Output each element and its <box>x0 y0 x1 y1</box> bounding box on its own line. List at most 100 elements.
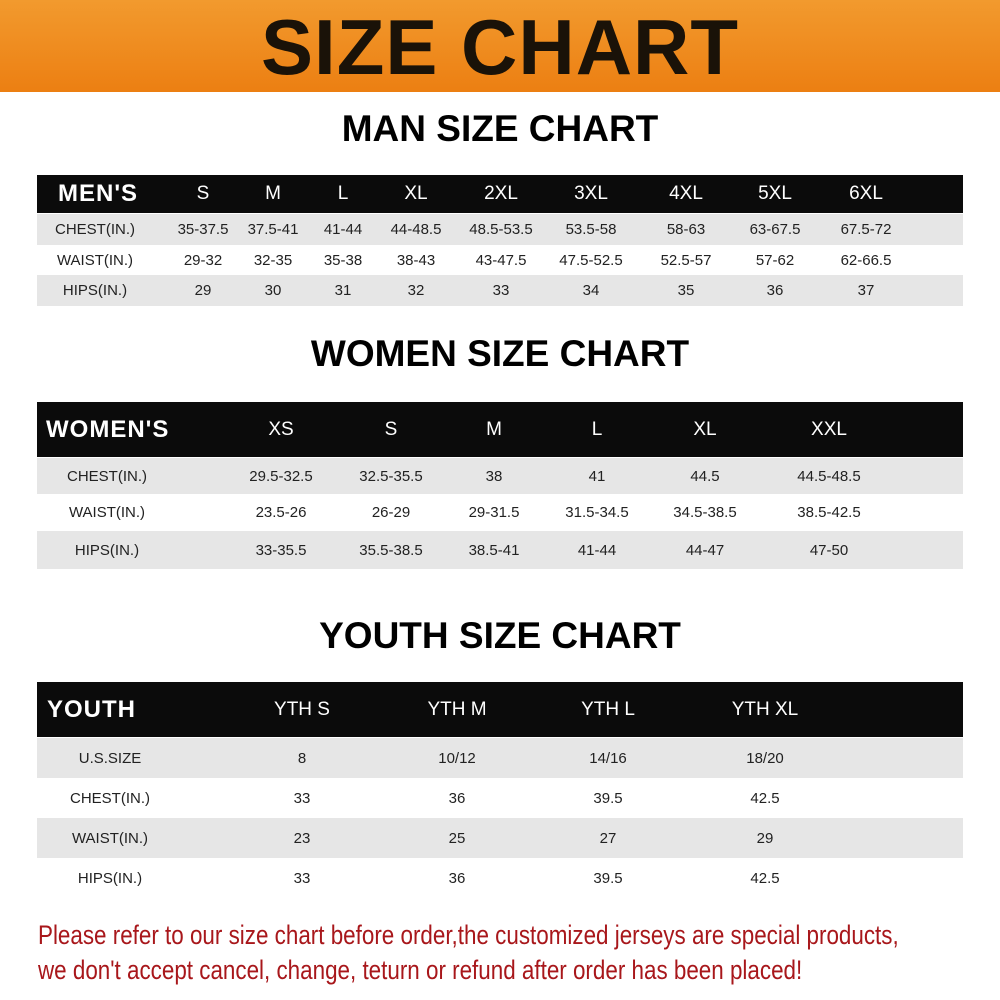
size-header-cell: XL <box>693 418 717 440</box>
row-label: WAIST(IN.) <box>68 504 146 521</box>
banner-title: SIZE CHART <box>261 3 739 91</box>
measurement-cell: 57-62 <box>755 251 795 269</box>
measurement-cell: 29-31.5 <box>468 504 520 521</box>
measurement-cell: 34 <box>582 282 600 299</box>
size-header-cell: YTH S <box>274 698 330 720</box>
measurement-cell: 37 <box>857 282 875 299</box>
measurement-cell: 52.5-57 <box>660 251 712 269</box>
measurement-cell: 33 <box>293 789 311 807</box>
measurement-cell: 36 <box>448 789 466 807</box>
table-row: CHEST(IN.) 33 36 39.5 42.5 <box>37 778 963 818</box>
measurement-cell: 42.5 <box>750 789 780 807</box>
measurement-cell: 14/16 <box>589 749 627 767</box>
measurement-cell: 8 <box>297 749 307 767</box>
size-header-cell: XXL <box>811 418 847 440</box>
table-row: HIPS(IN.) 33 36 39.5 42.5 <box>37 858 963 898</box>
measurement-cell: 38.5-42.5 <box>797 504 861 521</box>
measurement-cell: 29 <box>194 282 212 299</box>
measurement-cell: 62-66.5 <box>840 251 892 269</box>
women-section-title: WOMEN SIZE CHART <box>310 333 690 374</box>
measurement-cell: 38-43 <box>396 251 436 269</box>
row-label: CHEST(IN.) <box>67 467 147 485</box>
table-header-row: WOMEN'S XS S M L XL XXL <box>37 402 963 457</box>
measurement-cell: 53.5-58 <box>565 221 617 238</box>
measurement-cell: 29-32 <box>183 251 223 269</box>
measurement-cell: 42.5 <box>750 869 780 887</box>
notice-line-1: Please refer to our size chart before or… <box>38 920 899 950</box>
size-header-cell: S <box>196 183 210 204</box>
table-header-row: MEN'S S M L XL 2XL 3XL 4XL 5XL 6XL <box>37 175 963 213</box>
row-label: HIPS(IN.) <box>77 869 143 887</box>
measurement-cell: 29.5-32.5 <box>249 467 313 485</box>
size-header-cell: XL <box>404 183 428 204</box>
measurement-cell: 38 <box>485 467 503 485</box>
row-label: WAIST(IN.) <box>71 829 149 847</box>
table-row: HIPS(IN.) 29 30 31 32 33 34 35 36 37 <box>37 275 963 306</box>
table-row: WAIST(IN.) 23 25 27 29 <box>37 818 963 858</box>
measurement-cell: 25 <box>448 829 466 847</box>
measurement-cell: 27 <box>599 829 617 847</box>
measurement-cell: 39.5 <box>593 789 623 807</box>
measurement-cell: 38.5-41 <box>468 541 520 559</box>
row-label: WAIST(IN.) <box>56 251 134 269</box>
measurement-cell: 36 <box>766 282 784 299</box>
table-row: WAIST(IN.) 29-32 32-35 35-38 38-43 43-47.5 47.… <box>37 245 963 275</box>
table-row: CHEST(IN.) 35-37.5 37.5-41 41-44 44-48.5 48.5… <box>37 214 963 245</box>
table-title-cell: WOMEN'S <box>46 415 170 443</box>
men-section-title: MAN SIZE CHART <box>341 108 659 149</box>
measurement-cell: 18/20 <box>746 749 784 767</box>
size-header-cell: M <box>265 183 281 204</box>
row-label: CHEST(IN.) <box>55 221 135 238</box>
size-header-cell: YTH L <box>581 698 635 720</box>
row-label: HIPS(IN.) <box>74 541 140 559</box>
measurement-cell: 67.5-72 <box>840 221 892 238</box>
size-header-cell: M <box>486 418 502 440</box>
measurement-cell: 44-47 <box>685 541 725 559</box>
measurement-cell: 43-47.5 <box>475 251 527 269</box>
size-header-cell: L <box>591 418 603 440</box>
row-label: U.S.SIZE <box>78 749 142 767</box>
measurement-cell: 44-48.5 <box>390 221 442 238</box>
row-label: CHEST(IN.) <box>70 789 150 807</box>
measurement-cell: 29 <box>756 829 774 847</box>
measurement-cell: 32 <box>407 282 425 299</box>
measurement-cell: 30 <box>264 282 282 299</box>
measurement-cell: 23.5-26 <box>255 504 307 521</box>
measurement-cell: 44.5-48.5 <box>797 467 861 485</box>
measurement-cell: 35-38 <box>323 251 363 269</box>
measurement-cell: 41-44 <box>577 541 617 559</box>
table-row: HIPS(IN.) 33-35.5 35.5-38.5 38.5-41 41-44 44-… <box>37 531 963 569</box>
size-header-cell: YTH M <box>427 698 487 720</box>
measurement-cell: 44.5 <box>690 467 720 485</box>
table-row: WAIST(IN.) 23.5-26 26-29 29-31.5 31.5-34.5 34… <box>37 494 963 531</box>
size-header-cell: 5XL <box>758 183 792 204</box>
measurement-cell: 31.5-34.5 <box>565 504 629 521</box>
measurement-cell: 48.5-53.5 <box>469 221 533 238</box>
measurement-cell: 35-37.5 <box>177 221 229 238</box>
table-title-cell: MEN'S <box>58 180 139 207</box>
table-row: U.S.SIZE 8 10/12 14/16 18/20 <box>37 738 963 778</box>
measurement-cell: 35.5-38.5 <box>359 541 423 559</box>
measurement-cell: 34.5-38.5 <box>673 504 737 521</box>
table-title-cell: YOUTH <box>47 695 136 723</box>
banner: SIZE CHART <box>0 0 1000 92</box>
measurement-cell: 31 <box>334 282 352 299</box>
measurement-cell: 36 <box>448 869 466 887</box>
table-header-row: YOUTH YTH S YTH M YTH L YTH XL <box>37 682 963 737</box>
size-header-cell: S <box>384 418 398 440</box>
measurement-cell: 39.5 <box>593 869 623 887</box>
measurement-cell: 63-67.5 <box>749 221 801 238</box>
size-header-cell: L <box>337 183 349 204</box>
notice-line-2: we don't accept cancel, change, teturn o… <box>38 955 803 985</box>
measurement-cell: 47.5-52.5 <box>559 251 623 269</box>
size-header-cell: 2XL <box>484 183 518 204</box>
measurement-cell: 32-35 <box>253 251 293 269</box>
size-header-cell: 4XL <box>669 183 703 204</box>
size-header-cell: 3XL <box>574 183 608 204</box>
measurement-cell: 33-35.5 <box>255 541 307 559</box>
measurement-cell: 23 <box>293 829 311 847</box>
size-header-cell: 6XL <box>849 183 883 204</box>
measurement-cell: 47-50 <box>809 541 849 559</box>
table-row: CHEST(IN.) 29.5-32.5 32.5-35.5 38 41 44.5 44.5… <box>37 458 963 494</box>
measurement-cell: 10/12 <box>438 749 476 767</box>
